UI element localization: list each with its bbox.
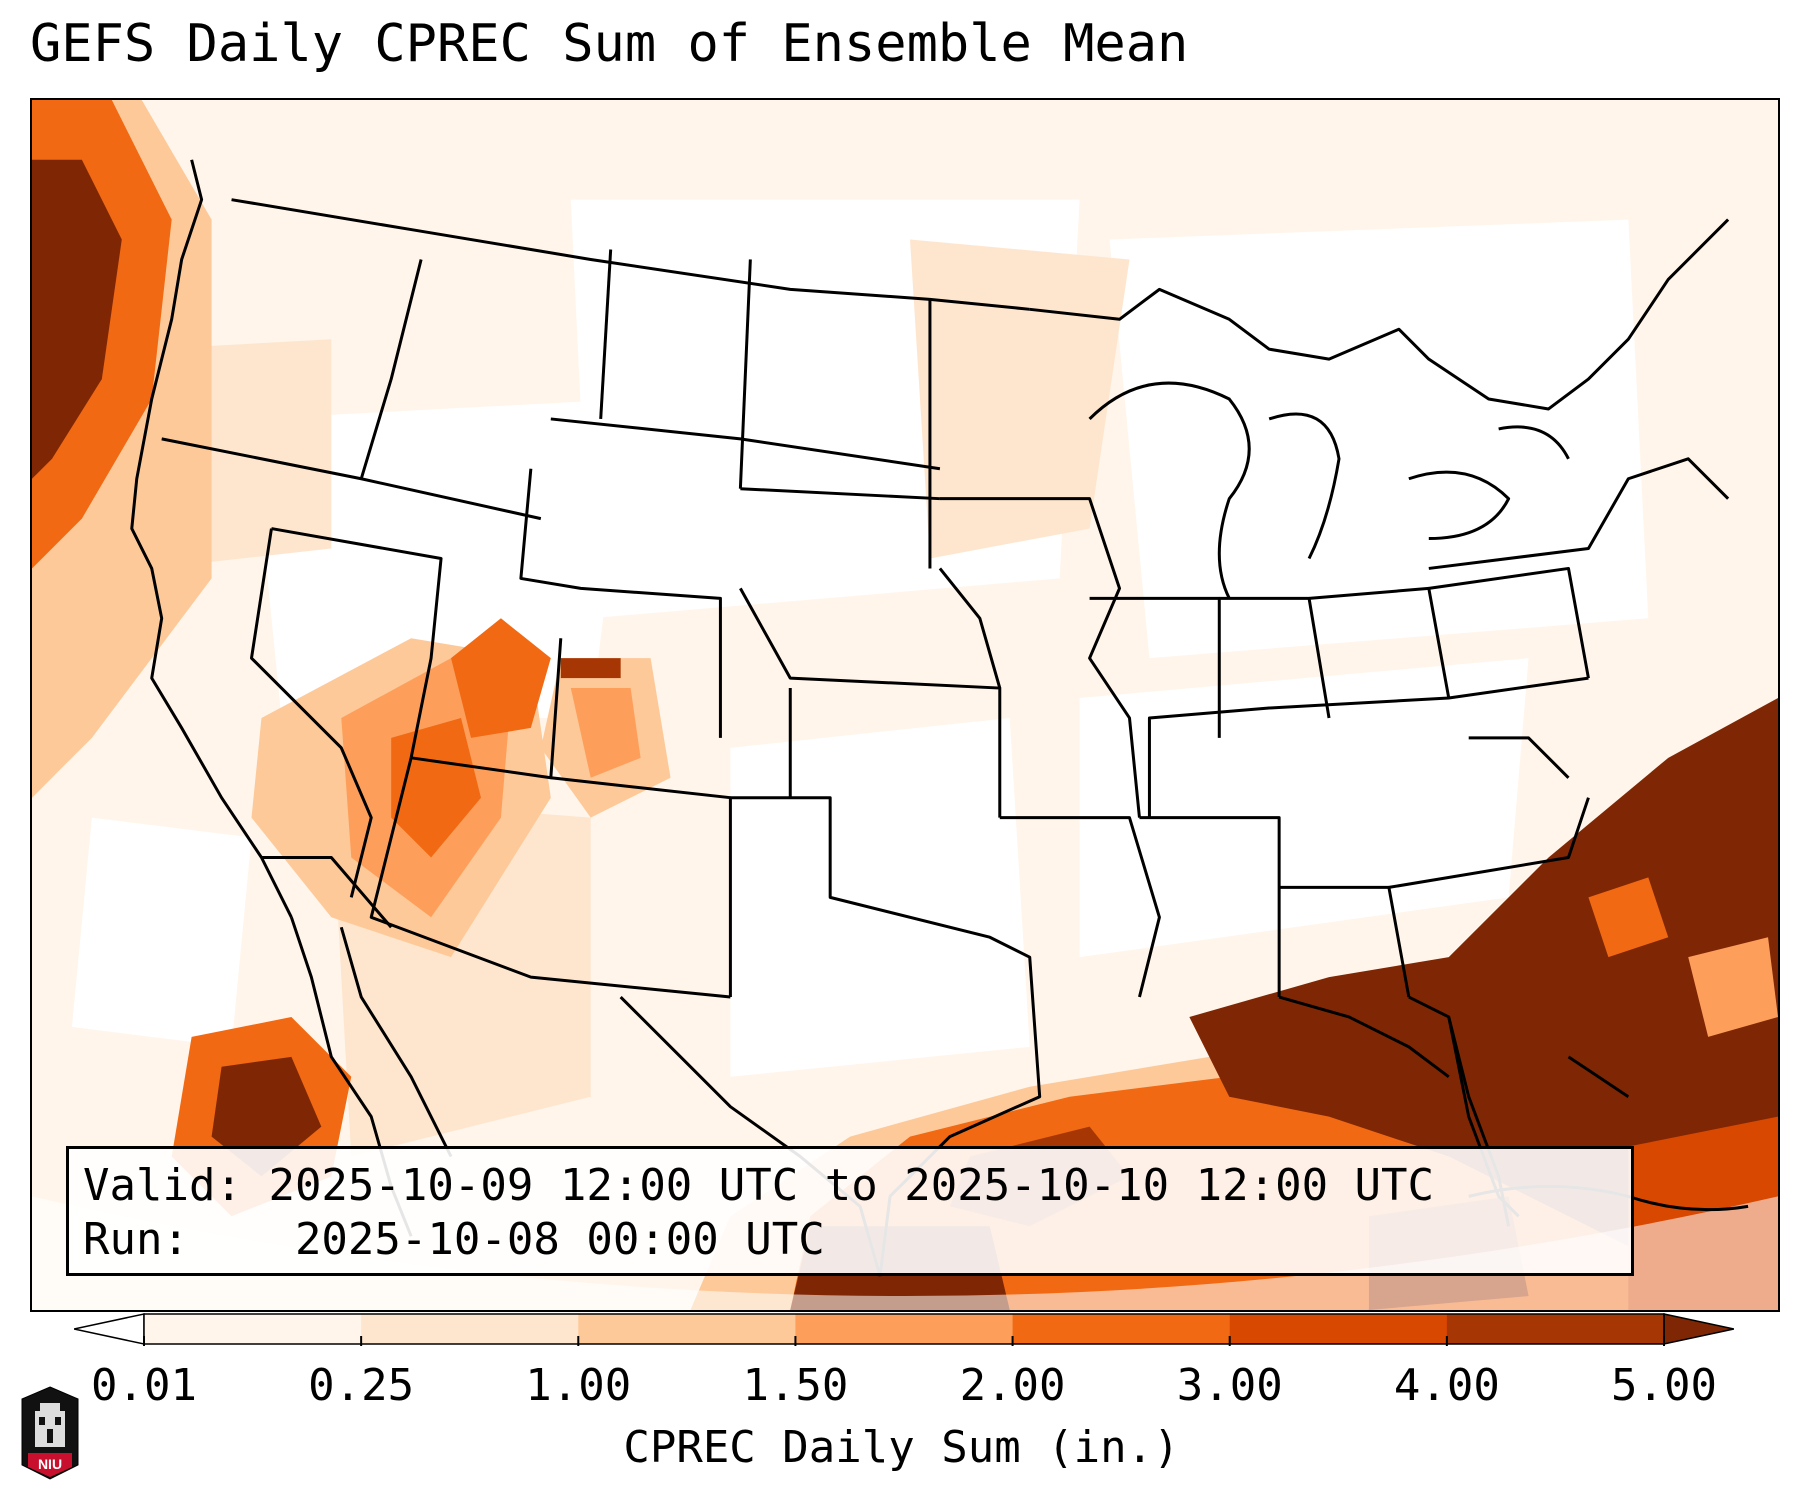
colorbar-segment bbox=[795, 1314, 1014, 1344]
colorbar-tick-label: 1.00 bbox=[525, 1360, 632, 1411]
colorbar-tick-label: 3.00 bbox=[1176, 1360, 1283, 1411]
map-title: GEFS Daily CPREC Sum of Ensemble Mean bbox=[30, 14, 1189, 74]
valid-row: Valid: 2025-10-09 12:00 UTC to 2025-10-1… bbox=[83, 1159, 1617, 1213]
colorbar-under-arrow bbox=[74, 1313, 145, 1345]
precip-shading bbox=[32, 100, 1778, 1310]
logo-text: NIU bbox=[38, 1456, 62, 1472]
map-panel bbox=[30, 98, 1780, 1312]
colorbar-segment bbox=[144, 1314, 362, 1344]
run-info-box: Valid: 2025-10-09 12:00 UTC to 2025-10-1… bbox=[66, 1146, 1634, 1276]
valid-label: Valid: bbox=[83, 1160, 242, 1211]
run-label: Run: bbox=[83, 1214, 189, 1265]
colorbar-tick-label: 1.50 bbox=[742, 1360, 849, 1411]
colorbar-tick-label: 0.01 bbox=[91, 1360, 197, 1411]
run-row: Run: 2025-10-08 00:00 UTC bbox=[83, 1213, 1617, 1267]
colorbar-segment bbox=[1229, 1314, 1448, 1344]
colorbar-over-arrow bbox=[1663, 1313, 1734, 1345]
valid-value: 2025-10-09 12:00 UTC to 2025-10-10 12:00… bbox=[268, 1160, 1435, 1211]
colorbar-tick-label: 4.00 bbox=[1393, 1360, 1500, 1411]
state-boundaries bbox=[130, 159, 1749, 1277]
colorbar-segment bbox=[578, 1314, 796, 1344]
colorbar-segment bbox=[1012, 1314, 1231, 1344]
colorbar bbox=[74, 1313, 1734, 1346]
colorbar-segment bbox=[1446, 1314, 1665, 1344]
colorbar-tick-label: 0.25 bbox=[308, 1360, 415, 1411]
precip-map bbox=[32, 100, 1778, 1310]
niu-logo: NIU bbox=[21, 1386, 79, 1480]
colorbar-outline bbox=[143, 1313, 1665, 1345]
colorbar-label: CPREC Daily Sum (in.) bbox=[623, 1422, 1180, 1473]
run-value: 2025-10-08 00:00 UTC bbox=[294, 1214, 825, 1265]
colorbar-segment bbox=[361, 1314, 579, 1344]
colorbar-tick-label: 2.00 bbox=[959, 1360, 1066, 1411]
colorbar-tick-label: 5.00 bbox=[1611, 1360, 1717, 1411]
colorbar-tick-labels: 0.01 0.25 1.00 1.50 2.00 3.00 4.00 5.00 bbox=[0, 1360, 1803, 1416]
